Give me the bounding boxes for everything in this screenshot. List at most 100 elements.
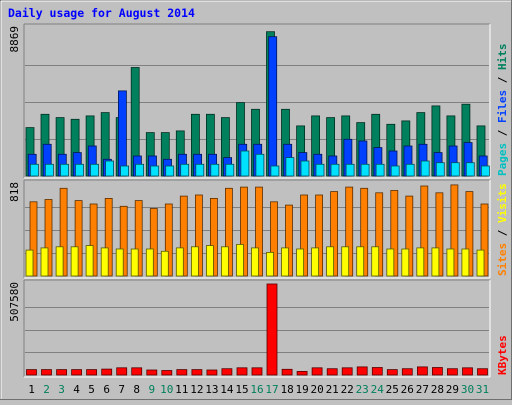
bar-visits-day-25 xyxy=(386,248,395,277)
legend-part: KBytes xyxy=(496,335,509,375)
day-label-30: 30 xyxy=(461,383,474,396)
bar-visits-day-10 xyxy=(160,250,169,277)
day-label-3: 3 xyxy=(58,383,65,396)
bar-sites-day-20 xyxy=(315,194,324,277)
bar-visits-day-30 xyxy=(461,248,470,277)
bar-kbytes-day-23 xyxy=(356,366,368,376)
bar-sites-day-30 xyxy=(465,191,474,277)
bar-pages-day-31 xyxy=(480,165,490,177)
bar-pages-day-17 xyxy=(270,165,280,177)
legend-part: Hits xyxy=(496,44,509,71)
bar-pages-day-30 xyxy=(465,162,475,177)
bar-kbytes-day-1 xyxy=(26,369,37,376)
day-label-21: 21 xyxy=(326,383,339,396)
bar-sites-day-10 xyxy=(164,203,173,277)
day-label-17: 17 xyxy=(265,383,278,396)
bar-sites-day-25 xyxy=(390,190,399,277)
day-label-25: 25 xyxy=(386,383,399,396)
day-label-14: 14 xyxy=(220,383,234,396)
bar-visits-day-12 xyxy=(190,246,199,277)
bar-sites-day-23 xyxy=(360,187,369,277)
bar-sites-day-28 xyxy=(435,192,444,277)
bar-kbytes-day-16 xyxy=(251,367,263,376)
bar-kbytes-day-15 xyxy=(236,367,248,376)
bar-pages-day-26 xyxy=(405,163,415,177)
bar-visits-day-16 xyxy=(251,247,259,277)
bar-kbytes-day-21 xyxy=(326,368,338,376)
day-label-23: 23 xyxy=(356,383,369,396)
bar-pages-day-21 xyxy=(330,163,340,177)
bar-kbytes-day-12 xyxy=(191,369,203,376)
bar-pages-day-24 xyxy=(375,163,385,177)
day-label-16: 16 xyxy=(250,383,263,396)
day-label-26: 26 xyxy=(401,383,414,396)
bar-visits-day-26 xyxy=(401,248,410,277)
day-label-5: 5 xyxy=(88,383,95,396)
bar-visits-day-13 xyxy=(205,245,214,277)
bar-pages-day-28 xyxy=(435,162,445,177)
panel-3: 507580 KBytes xyxy=(8,279,509,378)
bar-sites-day-16 xyxy=(255,186,263,277)
bar-kbytes-day-7 xyxy=(116,367,128,376)
bar-kbytes-day-5 xyxy=(86,369,97,376)
day-label-11: 11 xyxy=(175,383,188,396)
bar-files-day-17 xyxy=(268,36,278,177)
day-label-2: 2 xyxy=(43,383,50,396)
bar-pages-day-10 xyxy=(165,165,175,177)
bar-visits-day-23 xyxy=(356,246,365,277)
bar-sites-day-31 xyxy=(480,203,489,277)
bar-kbytes-day-14 xyxy=(221,368,233,376)
bar-visits-day-6 xyxy=(100,247,109,277)
bar-kbytes-day-26 xyxy=(401,368,413,376)
bar-pages-day-9 xyxy=(150,165,160,177)
day-label-12: 12 xyxy=(190,383,203,396)
bar-visits-day-24 xyxy=(371,246,380,277)
bar-visits-day-31 xyxy=(476,249,485,277)
bar-visits-day-2 xyxy=(40,247,49,277)
y-max-label: 818 xyxy=(8,182,21,202)
bar-visits-day-17 xyxy=(266,251,274,277)
day-label-20: 20 xyxy=(310,383,323,396)
bar-visits-day-15 xyxy=(236,244,244,277)
day-label-24: 24 xyxy=(371,383,385,396)
day-label-28: 28 xyxy=(431,383,444,396)
bar-sites-day-18 xyxy=(285,204,293,277)
bar-pages-day-4 xyxy=(75,163,84,177)
bar-kbytes-day-31 xyxy=(477,368,488,376)
bar-sites-day-6 xyxy=(104,197,113,277)
bar-pages-day-16 xyxy=(255,153,265,177)
panel-2: 818 Sites / Visits xyxy=(8,179,509,279)
day-label-15: 15 xyxy=(235,383,248,396)
day-label-27: 27 xyxy=(416,383,429,396)
day-label-31: 31 xyxy=(476,383,489,396)
bar-visits-day-11 xyxy=(175,247,184,277)
bar-kbytes-day-4 xyxy=(71,369,82,376)
bar-kbytes-day-8 xyxy=(131,367,143,376)
bar-pages-day-5 xyxy=(90,163,99,177)
bar-pages-day-7 xyxy=(120,165,129,177)
series-legend: Sites / Visits xyxy=(496,183,509,276)
bar-visits-day-7 xyxy=(115,248,124,277)
bar-kbytes-day-3 xyxy=(56,369,67,376)
bar-files-day-7 xyxy=(118,90,127,177)
bar-sites-day-17 xyxy=(270,201,278,277)
bar-pages-day-3 xyxy=(60,163,69,177)
day-label-18: 18 xyxy=(280,383,293,396)
bar-kbytes-day-13 xyxy=(206,369,218,376)
y-max-label: 507580 xyxy=(8,282,21,322)
bar-kbytes-day-9 xyxy=(146,369,158,376)
bar-sites-day-26 xyxy=(405,195,414,277)
legend-part: Pages xyxy=(496,143,509,176)
bar-visits-day-8 xyxy=(130,248,139,277)
bar-kbytes-day-18 xyxy=(281,368,293,376)
day-label-29: 29 xyxy=(446,383,459,396)
bar-kbytes-day-30 xyxy=(462,367,473,376)
chart-title: Daily usage for August 2014 xyxy=(8,6,195,20)
bar-visits-day-22 xyxy=(341,246,350,277)
bar-visits-day-21 xyxy=(326,246,335,277)
bar-kbytes-day-20 xyxy=(311,367,323,376)
bar-sites-day-13 xyxy=(209,197,218,277)
bar-visits-day-1 xyxy=(25,249,34,277)
bar-sites-day-2 xyxy=(44,199,53,277)
bar-sites-day-3 xyxy=(59,187,68,277)
